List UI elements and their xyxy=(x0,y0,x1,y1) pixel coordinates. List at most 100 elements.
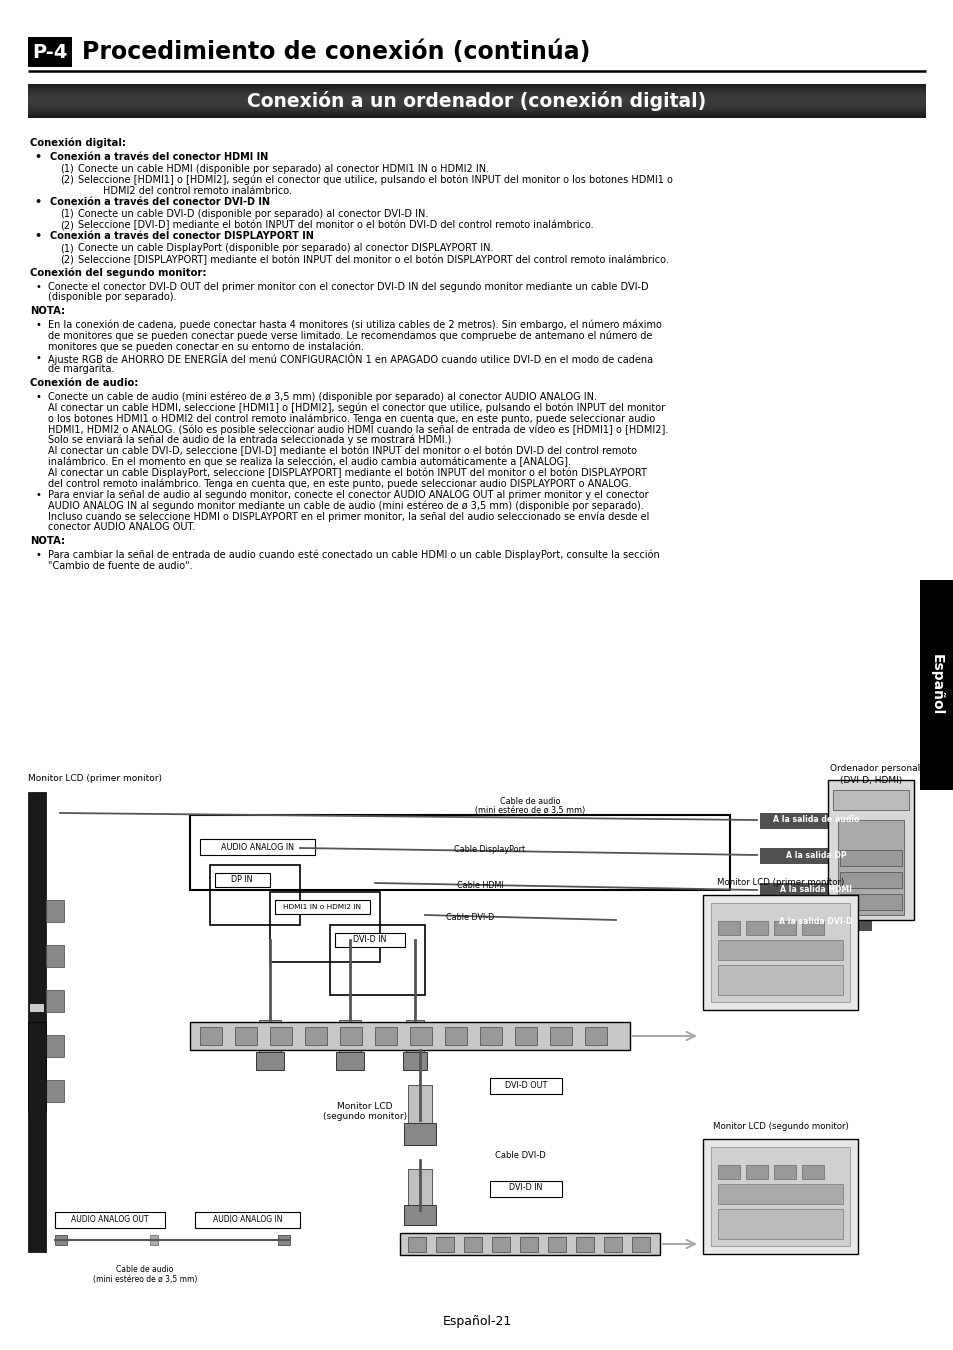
Bar xyxy=(837,819,903,915)
Bar xyxy=(547,1237,565,1251)
Bar xyxy=(410,1027,432,1045)
Text: Conecte un cable de audio (mini estéreo de ø 3,5 mm) (disponible por separado) a: Conecte un cable de audio (mini estéreo … xyxy=(48,392,597,402)
Text: Conexión del segundo monitor:: Conexión del segundo monitor: xyxy=(30,267,206,278)
Text: •: • xyxy=(35,392,41,402)
Bar xyxy=(403,1123,436,1145)
Text: •: • xyxy=(35,549,41,560)
Text: Seleccione [DVI-D] mediante el botón INPUT del monitor o el botón DVI-D del cont: Seleccione [DVI-D] mediante el botón INP… xyxy=(78,220,593,231)
Text: (2): (2) xyxy=(60,255,73,265)
Text: inalámbrico. En el momento en que se realiza la selección, el audio cambia autom: inalámbrico. En el momento en que se rea… xyxy=(48,456,571,467)
Bar xyxy=(210,865,299,925)
Text: Conexión de audio:: Conexión de audio: xyxy=(30,378,138,387)
Text: Al conectar un cable DVI-D, seleccione [DVI-D] mediante el botón INPUT del monit: Al conectar un cable DVI-D, seleccione [… xyxy=(48,446,637,456)
Bar xyxy=(277,1235,290,1245)
Bar xyxy=(490,1181,561,1197)
Bar xyxy=(30,1064,44,1072)
Text: Cable DVI-D: Cable DVI-D xyxy=(494,1150,545,1160)
Text: Conexión a través del conector DISPLAYPORT IN: Conexión a través del conector DISPLAYPO… xyxy=(50,231,314,242)
Text: AUDIO ANALOG IN: AUDIO ANALOG IN xyxy=(213,1215,282,1224)
Bar xyxy=(30,1004,44,1012)
Bar xyxy=(234,1027,256,1045)
Text: del control remoto inalámbrico. Tenga en cuenta que, en este punto, puede selecc: del control remoto inalámbrico. Tenga en… xyxy=(48,478,631,489)
Text: •: • xyxy=(34,197,42,207)
Bar xyxy=(338,1021,360,1054)
Text: DVI-D IN: DVI-D IN xyxy=(509,1184,542,1192)
Bar xyxy=(190,815,729,890)
Bar xyxy=(832,790,908,810)
Text: Monitor LCD (primer monitor): Monitor LCD (primer monitor) xyxy=(716,878,843,887)
Text: •: • xyxy=(34,231,42,242)
Text: Conexión a través del conector HDMI IN: Conexión a través del conector HDMI IN xyxy=(50,151,268,162)
Text: •: • xyxy=(35,354,41,363)
Bar xyxy=(479,1027,501,1045)
Bar xyxy=(801,1165,823,1179)
Text: Al conectar un cable HDMI, seleccione [HDMI1] o [HDMI2], según el conector que u: Al conectar un cable HDMI, seleccione [H… xyxy=(48,402,664,413)
Bar xyxy=(30,1034,44,1042)
Text: NOTA:: NOTA: xyxy=(30,536,65,547)
Bar xyxy=(46,900,64,922)
Bar xyxy=(406,1021,423,1054)
Text: "Cambio de fuente de audio".: "Cambio de fuente de audio". xyxy=(48,560,193,571)
Bar xyxy=(710,1148,849,1246)
Bar xyxy=(773,921,795,936)
Bar xyxy=(515,1027,537,1045)
Bar xyxy=(702,1139,857,1254)
Bar xyxy=(258,1021,281,1054)
Bar xyxy=(403,1206,436,1224)
Text: (1): (1) xyxy=(60,209,73,219)
Text: NOTA:: NOTA: xyxy=(30,306,65,316)
Text: DP IN: DP IN xyxy=(231,876,253,884)
Text: Conecte un cable DVI-D (disponible por separado) al conector DVI-D IN.: Conecte un cable DVI-D (disponible por s… xyxy=(78,209,428,219)
Bar xyxy=(919,580,953,790)
Bar xyxy=(402,1052,427,1071)
Bar xyxy=(339,1027,361,1045)
Bar xyxy=(718,1184,842,1204)
Text: A la salida HDMI: A la salida HDMI xyxy=(780,886,851,895)
Bar xyxy=(436,1237,454,1251)
Text: HDMI2 del control remoto inalámbrico.: HDMI2 del control remoto inalámbrico. xyxy=(78,186,292,196)
Bar xyxy=(55,1212,165,1228)
Text: o los botones HDMI1 o HDMI2 del control remoto inalámbrico. Tenga en cuenta que,: o los botones HDMI1 o HDMI2 del control … xyxy=(48,413,655,424)
Text: A la salida de audio: A la salida de audio xyxy=(772,815,859,825)
Bar xyxy=(28,1022,46,1251)
Bar xyxy=(840,872,901,888)
Bar xyxy=(190,1022,629,1050)
Text: de margarita.: de margarita. xyxy=(48,364,114,374)
Bar xyxy=(840,894,901,910)
Bar xyxy=(718,1210,842,1239)
Bar xyxy=(46,1080,64,1102)
Bar xyxy=(718,965,842,995)
Text: •: • xyxy=(35,320,41,329)
Text: Español-21: Español-21 xyxy=(442,1315,511,1328)
Text: Cable DVI-D: Cable DVI-D xyxy=(445,914,494,922)
Text: Conexión a través del conector DVI-D IN: Conexión a través del conector DVI-D IN xyxy=(50,197,270,207)
Bar xyxy=(408,1237,426,1251)
Bar xyxy=(335,933,405,946)
Bar xyxy=(375,1027,396,1045)
Bar xyxy=(760,915,871,931)
Text: Conecte un cable HDMI (disponible por separado) al conector HDMI1 IN o HDMI2 IN.: Conecte un cable HDMI (disponible por se… xyxy=(78,163,489,174)
Text: Cable de audio: Cable de audio xyxy=(499,798,559,806)
Text: (DVI-D, HDMI): (DVI-D, HDMI) xyxy=(840,776,902,784)
Bar xyxy=(718,1165,740,1179)
Bar xyxy=(760,848,871,864)
Bar xyxy=(745,921,767,936)
Text: Español: Español xyxy=(929,655,943,716)
Bar xyxy=(490,1079,561,1094)
Text: Ordenador personal: Ordenador personal xyxy=(829,764,920,774)
Bar xyxy=(46,945,64,967)
Bar xyxy=(745,1165,767,1179)
Text: •: • xyxy=(34,151,42,162)
Text: Para enviar la señal de audio al segundo monitor, conecte el conector AUDIO ANAL: Para enviar la señal de audio al segundo… xyxy=(48,490,648,500)
Bar xyxy=(408,1085,432,1125)
Text: Incluso cuando se seleccione HDMI o DISPLAYPORT en el primer monitor, la señal d: Incluso cuando se seleccione HDMI o DISP… xyxy=(48,512,649,522)
Text: Cable de audio
(mini estéreo de ø 3,5 mm): Cable de audio (mini estéreo de ø 3,5 mm… xyxy=(92,1265,197,1284)
Bar xyxy=(200,838,314,855)
Bar xyxy=(46,1035,64,1057)
Bar xyxy=(444,1027,467,1045)
Bar xyxy=(718,921,740,936)
Text: A la salida DP: A la salida DP xyxy=(785,850,845,860)
Bar xyxy=(274,900,370,914)
Text: Para cambiar la señal de entrada de audio cuando esté conectado un cable HDMI o : Para cambiar la señal de entrada de audi… xyxy=(48,549,659,560)
Bar xyxy=(194,1212,299,1228)
